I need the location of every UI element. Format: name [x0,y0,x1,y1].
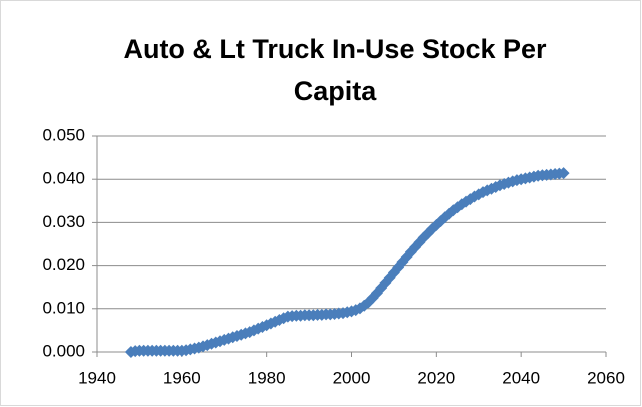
marker [557,167,570,180]
y-tick-label: 0.050 [42,125,85,144]
y-tick-label: 0.020 [42,255,85,274]
x-tick-label: 1980 [248,368,286,387]
y-tick-label: 0.030 [42,212,85,231]
chart-title: Auto & Lt Truck In-Use Stock Per Capita [123,34,547,106]
y-tick-label: 0.010 [42,298,85,317]
x-tick-label: 2060 [587,368,625,387]
x-tick-label: 1960 [163,368,201,387]
x-tick-label: 2000 [333,368,371,387]
x-tick-label: 1940 [78,368,116,387]
x-tick-label: 2020 [417,368,455,387]
y-tick-label: 0.000 [42,341,85,360]
x-tick-label: 2040 [502,368,540,387]
y-tick-label: 0.040 [42,169,85,188]
